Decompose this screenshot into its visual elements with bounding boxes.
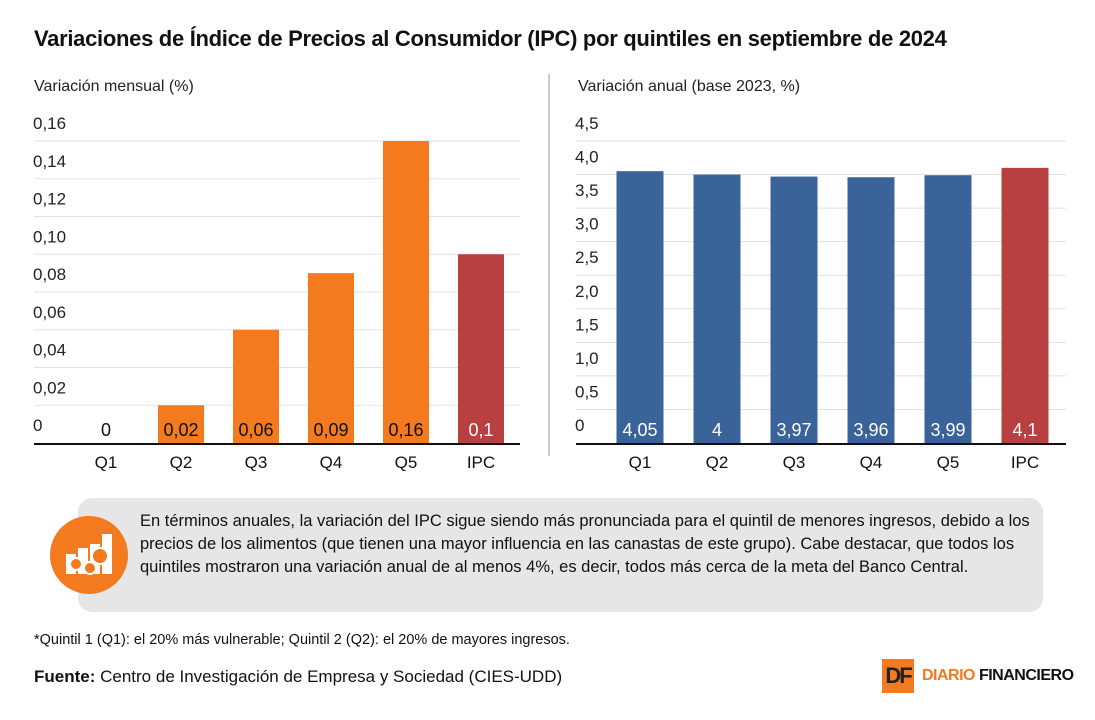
x-tick-label: Q1: [95, 453, 118, 472]
left-chart-ylabel: Variación mensual (%): [34, 78, 194, 95]
x-tick-label: Q3: [783, 453, 806, 472]
y-tick-label: 0: [33, 416, 42, 435]
bar-Q2: [158, 405, 204, 443]
x-tick-label: Q4: [320, 453, 343, 472]
data-label: 3,99: [930, 420, 965, 440]
diario-financiero-logo: DF DIARIO FINANCIERO: [882, 659, 1074, 693]
data-label: 4,1: [1012, 420, 1037, 440]
monthly-chart: 0 0,02 0,04 0,06 0,08 0,10 0,12 0,14 0,16 0 Q1 0,02…: [33, 114, 520, 472]
bar-Q4: [847, 177, 895, 444]
y-tick-label: 4,5: [575, 114, 599, 133]
data-label: 0,06: [238, 420, 273, 440]
y-tick-label: 0,12: [33, 190, 66, 209]
source: Fuente: Centro de Investigación de Empre…: [34, 667, 562, 687]
y-tick-label: 0,02: [33, 378, 66, 397]
x-tick-label: Q3: [245, 453, 268, 472]
y-tick-label: 0,06: [33, 303, 66, 322]
gears-chart-icon: [50, 516, 128, 594]
note-box: [78, 498, 1043, 612]
x-tick-label: Q2: [706, 453, 729, 472]
y-tick-label: 0,08: [33, 265, 66, 284]
y-tick-label: 2,0: [575, 282, 599, 301]
x-tick-label: Q1: [629, 453, 652, 472]
bar-Q1: [616, 171, 664, 443]
bar-Q2: [693, 174, 741, 444]
y-tick-label: 0,14: [33, 152, 66, 171]
y-tick-label: 0,10: [33, 227, 66, 246]
data-label: 4,05: [622, 420, 657, 440]
divider: [548, 74, 550, 456]
y-tick-label: 3,5: [575, 181, 599, 200]
y-tick-label: 0,5: [575, 382, 599, 401]
y-tick-label: 1,5: [575, 315, 599, 334]
x-tick-label: Q2: [170, 453, 193, 472]
y-tick-label: 4,0: [575, 148, 599, 167]
data-label: 0,02: [163, 420, 198, 440]
bar-IPC: [1001, 167, 1049, 443]
data-label: 3,96: [853, 420, 888, 440]
logo-mark: DF: [882, 659, 914, 693]
x-tick-label: Q5: [395, 453, 418, 472]
bar-Q5: [383, 141, 429, 443]
x-tick-label: Q4: [860, 453, 883, 472]
data-label: 3,97: [776, 420, 811, 440]
page-title: Variaciones de Índice de Precios al Cons…: [34, 26, 947, 51]
y-tick-label: 2,5: [575, 248, 599, 267]
x-tick-label: Q5: [937, 453, 960, 472]
annual-chart: 0 0,5 1,0 1,5 2,0 2,5 3,0 3,5 4,0 4,5 4,05 Q1 4 Q2 3,9…: [575, 114, 1066, 472]
data-label: 4: [712, 420, 722, 440]
data-label: 0,16: [388, 420, 423, 440]
right-chart-ylabel: Variación anual (base 2023, %): [578, 78, 801, 95]
bar-Q3: [770, 176, 818, 443]
footnote: *Quintil 1 (Q1): el 20% más vulnerable; …: [34, 632, 570, 648]
bar-Q3: [233, 329, 279, 443]
bar-Q4: [308, 273, 354, 443]
data-label: 0,1: [468, 420, 493, 440]
source-label: Fuente:: [34, 667, 96, 686]
data-label: 0,09: [313, 420, 348, 440]
y-tick-label: 3,0: [575, 215, 599, 234]
source-text: Centro de Investigación de Empresa y Soc…: [95, 667, 563, 686]
y-tick-label: 1,0: [575, 349, 599, 368]
y-tick-label: 0,04: [33, 341, 66, 360]
data-label: 0: [101, 420, 111, 440]
bar-IPC: [458, 254, 504, 443]
y-tick-label: 0: [575, 416, 584, 435]
note-text: En términos anuales, la variación del IP…: [140, 512, 1030, 576]
bar-Q5: [924, 175, 972, 443]
x-tick-label: IPC: [467, 453, 495, 472]
x-tick-label: IPC: [1011, 453, 1039, 472]
logo-name: DIARIO FINANCIERO: [922, 667, 1074, 684]
y-tick-label: 0,16: [33, 114, 66, 133]
